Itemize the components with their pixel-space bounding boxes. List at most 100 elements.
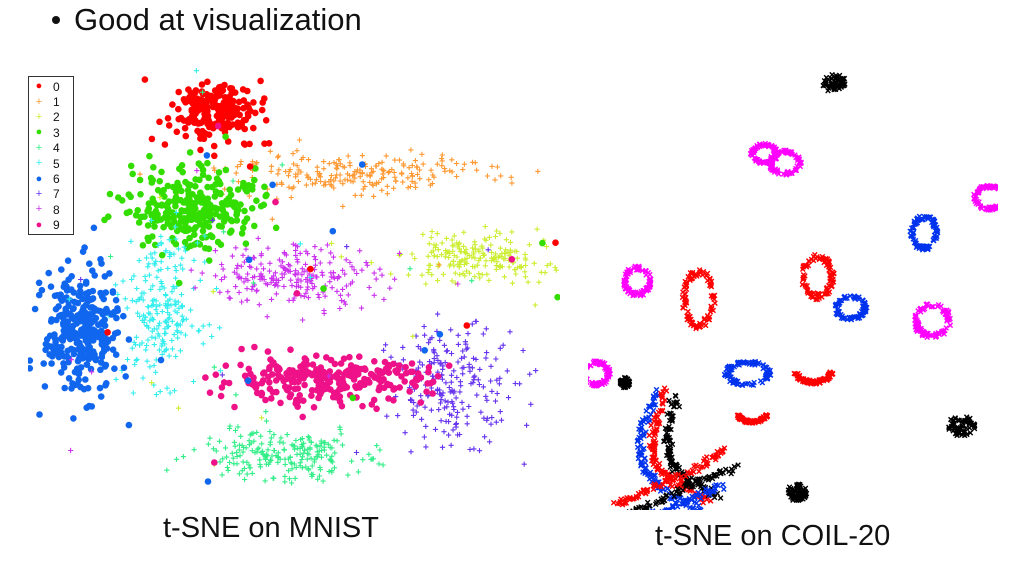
point-digit-6: [84, 351, 92, 359]
coil-point: [723, 370, 729, 376]
point-digit-7: [497, 409, 503, 415]
point-digit-6: [114, 329, 122, 336]
point-digit-9: [424, 380, 431, 387]
point-digit-2: [454, 254, 460, 260]
mnist-caption: t-SNE on MNIST: [163, 512, 379, 544]
point-digit-2: [451, 263, 457, 269]
point-digit-5: [160, 338, 166, 345]
point-digit-6: [31, 305, 39, 313]
point-digit-8: [294, 256, 300, 262]
point-digit-6: [90, 224, 98, 232]
point-digit-5: [156, 347, 162, 353]
coil-point: [823, 74, 830, 81]
point-digit-2: [476, 247, 482, 253]
point-digit-3: [186, 149, 194, 156]
point-digit-8: [396, 250, 403, 256]
point-digit-3: [170, 197, 178, 205]
point-digit-9: [251, 343, 258, 351]
point-digit-4: [257, 457, 263, 463]
point-digit-9: [276, 366, 283, 373]
point-digit-8: [293, 247, 299, 253]
point-digit-6: [102, 361, 110, 369]
point-digit-7: [411, 400, 417, 406]
point-digit-4: [326, 468, 332, 475]
point-digit-8: [455, 281, 461, 287]
point-digit-5: [165, 316, 171, 322]
point-digit-0: [244, 112, 252, 120]
point-digit-8: [234, 265, 240, 271]
point-digit-7: [443, 418, 449, 424]
coil-point: [920, 216, 926, 223]
point-digit-5: [133, 334, 139, 340]
point-digit-3: [151, 223, 158, 230]
coil-point: [919, 245, 925, 252]
point-digit-1: [289, 186, 295, 192]
point-digit-3: [204, 159, 211, 167]
point-digit-7: [415, 344, 421, 350]
point-digit-5: [150, 316, 156, 322]
point-digit-8: [336, 274, 342, 280]
point-digit-7: [438, 397, 444, 403]
point-digit-3: [185, 194, 192, 201]
point-digit-1: [357, 174, 363, 180]
point-digit-3: [134, 207, 141, 214]
coil-point: [829, 283, 835, 289]
coil-point: [915, 308, 921, 314]
point-digit-5: [178, 292, 185, 298]
point-digit-7: [512, 380, 518, 387]
coil-point: [836, 300, 842, 306]
point-digit-6: [76, 282, 84, 290]
point-digit-3: [187, 181, 194, 189]
point-digit-8: [373, 276, 379, 282]
point-digit-6: [28, 365, 34, 372]
coil-point: [828, 75, 834, 82]
point-digit-6: [98, 260, 105, 267]
point-digit-7: [441, 405, 447, 411]
legend-label: 7: [53, 187, 60, 202]
point-digit-7: [484, 417, 490, 423]
point-digit-7: [441, 342, 447, 348]
point-digit-9: [302, 367, 310, 375]
point-digit-9: [368, 401, 376, 408]
point-digit-8: [268, 280, 274, 286]
point-digit-4: [315, 454, 321, 460]
point-digit-7: [455, 332, 461, 338]
point-digit-5: [156, 323, 162, 329]
point-digit-7: [410, 407, 416, 413]
point-digit-8: [330, 254, 337, 260]
point-digit-4: [219, 472, 225, 478]
point-digit-8: [319, 269, 325, 275]
coil-point: [664, 471, 671, 477]
coil-point: [714, 448, 721, 455]
point-digit-8: [312, 257, 319, 263]
point-digit-1: [336, 157, 342, 163]
coil-point: [717, 495, 724, 501]
cluster-digit-5: [106, 209, 223, 398]
point-digit-2: [490, 255, 496, 262]
point-digit-4: [377, 447, 383, 453]
point-digit-8: [265, 245, 271, 251]
point-digit-1: [439, 156, 445, 162]
point-digit-5: [181, 244, 187, 250]
point-digit-5: [145, 304, 152, 310]
point-digit-9: [294, 403, 302, 411]
point-digit-1: [269, 216, 275, 222]
point-digit-8: [354, 270, 360, 277]
coil-point: [684, 313, 690, 319]
point-digit-6: [125, 421, 133, 429]
point-digit-7: [402, 430, 408, 436]
coil-point: [754, 361, 761, 367]
point-digit-8: [233, 245, 239, 251]
coil-point: [764, 366, 771, 373]
coil-point: [675, 471, 682, 478]
point-digit-8: [347, 259, 353, 266]
point-digit-4: [211, 364, 217, 370]
point-digit-3: [174, 179, 181, 187]
point-digit-9: [311, 371, 319, 379]
point-digit-7: [466, 403, 472, 410]
point-digit-4: [299, 436, 305, 442]
coil-point: [701, 475, 707, 481]
point-digit-8: [310, 286, 316, 292]
coil-point: [693, 322, 700, 329]
point-digit-5: [182, 332, 189, 338]
